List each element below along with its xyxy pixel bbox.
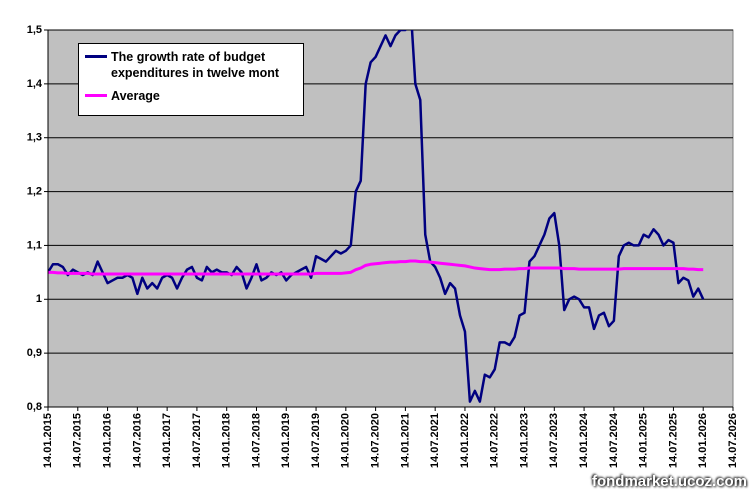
x-tick-label: 14.07.2015: [72, 413, 84, 468]
legend-entry: Average: [85, 88, 301, 104]
legend: The growth rate of budget expenditures i…: [78, 43, 304, 116]
legend-entry: The growth rate of budget expenditures i…: [85, 49, 301, 81]
lines: [48, 30, 705, 403]
legend-swatch: [85, 55, 107, 58]
x-tick-label: 14.01.2016: [101, 413, 113, 468]
x-tick-label: 14.07.2022: [489, 413, 501, 468]
y-tick-label: 0,9: [27, 347, 42, 359]
labels: 0,8 0,9 1 1,1 1,2 1,3 1,4 1,5 14.01.2015 14.07.20…: [27, 24, 739, 468]
x-tick-label: 14.01.2015: [42, 413, 54, 468]
y-tick-label: 1,4: [27, 78, 43, 90]
x-tick-label: 14.01.2020: [340, 413, 352, 468]
x-tick-label: 14.01.2024: [578, 412, 590, 468]
x-tick-label: 14.07.2023: [548, 413, 560, 468]
series-line: [48, 259, 704, 276]
y-tick-label: 1,2: [27, 185, 42, 197]
x-tick-label: 14.01.2023: [518, 413, 530, 468]
y-tick-label: 1,1: [27, 239, 42, 251]
legend-label: The growth rate of budget expenditures i…: [111, 50, 280, 80]
x-tick-label: 14.07.2024: [608, 412, 620, 468]
watermark: fondmarket.ucoz.com: [591, 473, 747, 490]
x-tick-label: 14.01.2026: [697, 413, 709, 468]
x-tick-label: 14.07.2019: [310, 413, 322, 468]
x-tick-label: 14.01.2017: [161, 413, 173, 468]
legend-label: Average: [111, 89, 160, 103]
series-line: [48, 30, 705, 403]
x-tick-label: 14.01.2021: [399, 413, 411, 468]
x-tick-label: 14.01.2025: [638, 413, 650, 468]
x-tick-label: 14.07.2025: [667, 413, 679, 468]
y-tick-label: 1: [36, 293, 42, 305]
x-tick-label: 14.07.2017: [191, 413, 203, 468]
x-tick-label: 14.01.2022: [459, 413, 471, 468]
legend-swatch: [85, 94, 107, 97]
x-tick-label: 14.07.2020: [370, 413, 382, 468]
y-tick-label: 1,5: [27, 24, 42, 36]
x-tick-label: 14.01.2018: [221, 413, 233, 468]
x-tick-label: 14.07.2016: [131, 413, 143, 468]
x-tick-label: 14.01.2019: [280, 413, 292, 468]
x-tick-label: 14.07.2018: [250, 413, 262, 468]
x-tick-label: 14.07.2026: [727, 413, 739, 468]
y-tick-label: 1,3: [27, 132, 42, 144]
y-tick-label: 0,8: [27, 401, 42, 413]
x-tick-label: 14.07.2021: [429, 413, 441, 468]
